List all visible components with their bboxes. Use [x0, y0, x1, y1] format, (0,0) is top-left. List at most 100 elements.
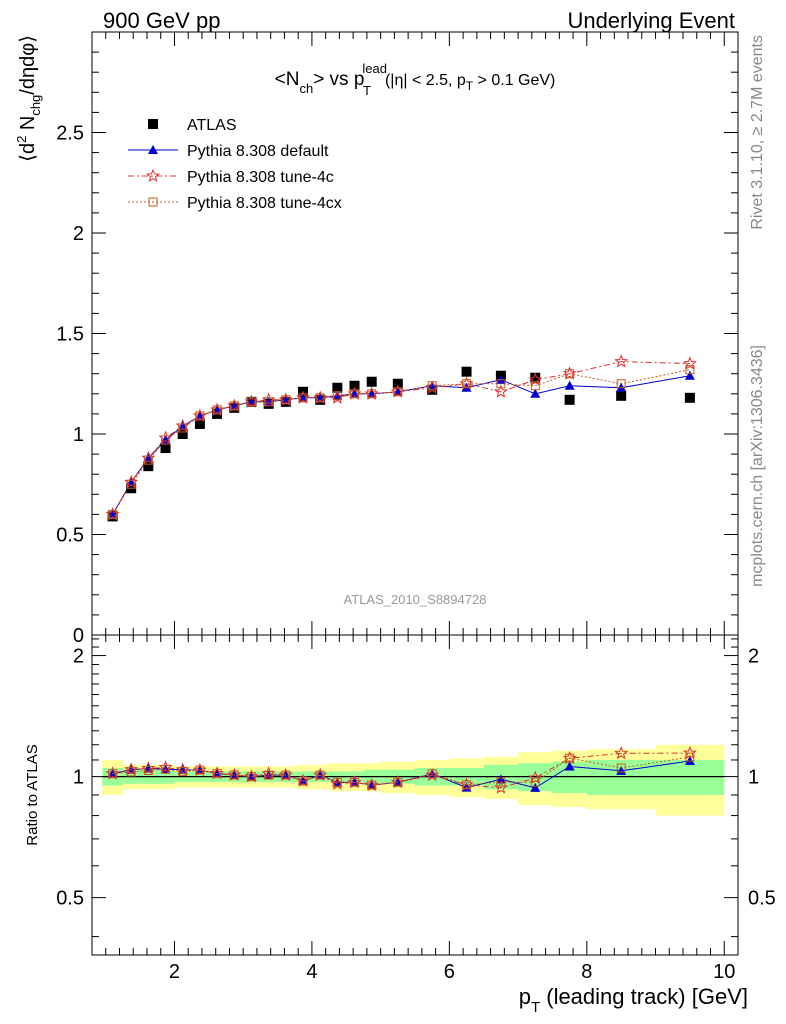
- main-data-point: [530, 381, 540, 391]
- main-y-tick-label: 2.5: [56, 123, 84, 145]
- main-data-point: [496, 379, 506, 389]
- ratio-data-point: [298, 776, 308, 786]
- main-data-point: [350, 389, 360, 399]
- main-data-point: [685, 365, 695, 375]
- main-data-point: [178, 423, 188, 433]
- main-data-point: [160, 443, 171, 454]
- main-data-point: [614, 354, 629, 368]
- ratio-data-point: [108, 769, 118, 779]
- legend-marker: [146, 168, 160, 183]
- ratio-data-point: [682, 745, 697, 760]
- ratio-data-point: [496, 777, 506, 787]
- main-data-point: [528, 372, 543, 386]
- ratio-data-point: [281, 770, 291, 780]
- ratio-data-point: [528, 770, 543, 784]
- ratio-axis-ticks: 0.5 0.5 1 1 2 2 2 4 6 8 10: [56, 635, 776, 983]
- ratio-y-tick-label: 2: [73, 646, 84, 668]
- rivet-label: Rivet 3.1.10, ≥ 2.7M events: [749, 35, 766, 230]
- ratio-y-tick-label-right: 1: [748, 767, 759, 789]
- ratio-data-point: [495, 774, 506, 784]
- ratio-data-point: [564, 761, 575, 771]
- legend: ATLAS Pythia 8.308 default Pythia 8.308 tu…: [128, 117, 342, 212]
- ratio-y-axis-label: Ratio to ATLAS: [24, 744, 41, 845]
- ratio-data-point: [565, 753, 575, 763]
- main-data-point: [332, 382, 343, 393]
- header-left: 900 GeV pp: [103, 8, 220, 33]
- main-data-point: [315, 393, 325, 403]
- x-axis-label: pT (leading track) [GeV]: [519, 984, 748, 1016]
- x-tick-label: 4: [306, 961, 317, 983]
- ratio-data-point: [530, 777, 540, 787]
- ratio-data-point: [246, 772, 256, 782]
- main-data-point: [684, 392, 695, 403]
- ratio-data-point: [685, 752, 695, 762]
- ratio-data-point: [462, 780, 472, 790]
- main-data-point: [530, 372, 541, 383]
- main-data-point: [366, 376, 377, 387]
- main-data-point: [461, 366, 472, 377]
- ratio-data-point: [229, 770, 239, 780]
- main-y-tick-label: 2: [73, 223, 84, 245]
- legend-label: Pythia 8.308 default: [187, 143, 329, 160]
- main-series-line: [112, 361, 690, 515]
- ratio-y-tick-label: 0.5: [56, 888, 84, 910]
- main-data-point: [349, 380, 360, 391]
- ratio-stat-band: [586, 759, 656, 795]
- ratio-series: [105, 745, 697, 794]
- main-data-point: [427, 381, 437, 391]
- main-y-tick-label: 1.5: [56, 324, 84, 346]
- main-axis-ticks: 0 0.5 1 1.5 2 2.5: [56, 32, 738, 647]
- main-y-tick-label: 0.5: [56, 525, 84, 547]
- legend-marker: [148, 197, 158, 207]
- main-data-point: [177, 429, 188, 439]
- ratio-uncertainty-bands: [102, 744, 725, 816]
- main-y-tick-label: 1: [73, 424, 84, 446]
- main-data-point: [495, 374, 506, 384]
- ratio-data-point: [264, 770, 274, 780]
- ratio-y-tick-label-right: 0.5: [748, 888, 776, 910]
- main-data-point: [161, 435, 171, 445]
- x-tick-label: 10: [713, 961, 735, 983]
- legend-label: Pythia 8.308 tune-4cx: [187, 195, 342, 212]
- ratio-data-point: [161, 764, 171, 774]
- ratio-data-point: [530, 782, 541, 792]
- main-data-point: [126, 479, 136, 489]
- ratio-data-point: [350, 777, 360, 787]
- ratio-data-point: [178, 766, 188, 776]
- main-data-point: [246, 397, 256, 407]
- ratio-data-point: [332, 777, 342, 787]
- main-data-point: [229, 401, 239, 411]
- ratio-data-point: [212, 768, 222, 778]
- ratio-data-point: [614, 745, 629, 760]
- main-data-point: [367, 389, 377, 399]
- ratio-y-tick-label: 1: [73, 767, 84, 789]
- main-data-point: [493, 384, 508, 398]
- main-data-point: [298, 393, 308, 403]
- ratio-data-point: [263, 770, 274, 780]
- ratio-y-tick-label-right: 2: [748, 646, 759, 668]
- ratio-data-point: [616, 763, 626, 773]
- main-title: <Nch> vs plead T(|η| < 2.5, pT > 0.1 GeV): [275, 61, 556, 98]
- main-data-point: [332, 391, 342, 401]
- main-data-point: [564, 394, 575, 405]
- legend-label: Pythia 8.308 tune-4c: [187, 169, 334, 186]
- ratio-data-point: [143, 765, 153, 775]
- main-data-point: [565, 369, 575, 379]
- main-data-point: [393, 387, 403, 397]
- ratio-data-point: [393, 777, 403, 787]
- main-y-axis-label: ⟨d2 Nchg/dηdφ⟩: [14, 35, 43, 162]
- main-data-point: [682, 356, 697, 370]
- ratio-data-point: [427, 769, 437, 779]
- ratio-data-point: [315, 770, 325, 780]
- main-data-point: [194, 418, 205, 429]
- main-series: [105, 354, 697, 522]
- ratio-data-point: [126, 767, 136, 777]
- mcplots-label: mcplots.cern.ch [arXiv:1306.3436]: [749, 345, 766, 587]
- ratio-data-point: [195, 765, 205, 775]
- x-tick-label: 2: [169, 961, 180, 983]
- main-data-point: [427, 380, 438, 390]
- legend-marker: [148, 119, 158, 129]
- main-data-point: [564, 380, 575, 390]
- main-data-point: [264, 397, 274, 407]
- main-data-point: [143, 461, 154, 472]
